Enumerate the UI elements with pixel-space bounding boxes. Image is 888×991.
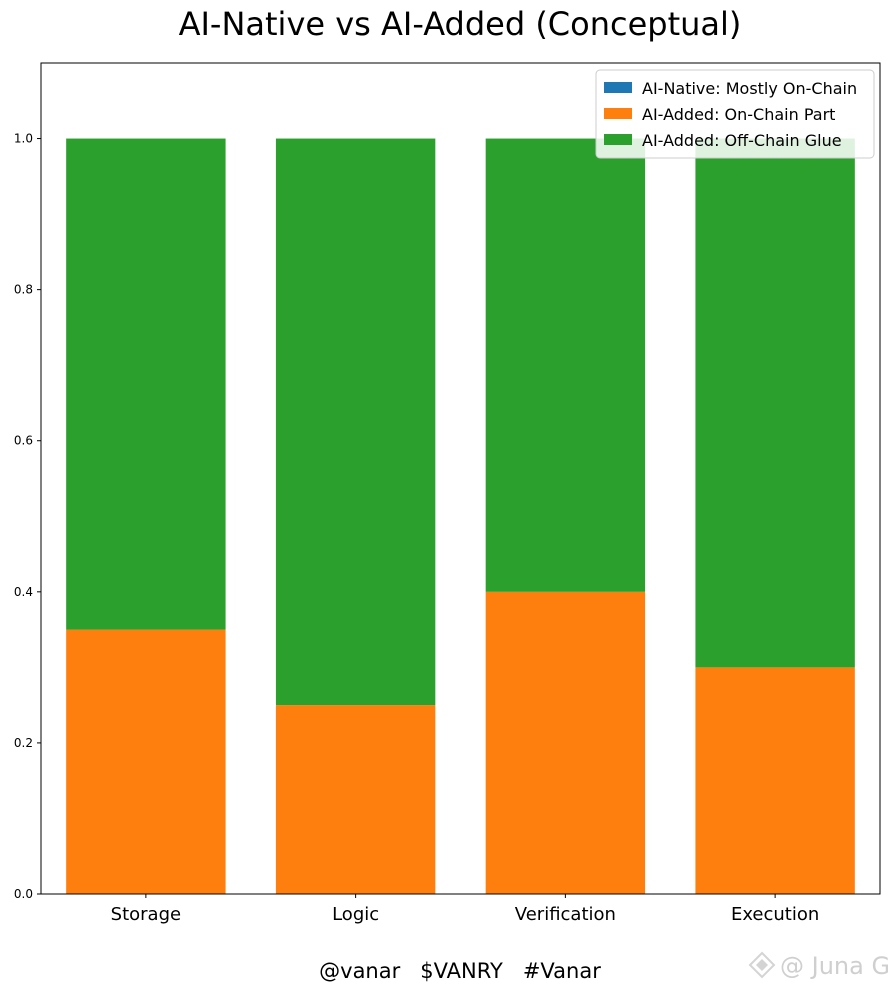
legend-label: AI-Added: On-Chain Part — [642, 105, 835, 124]
legend: AI-Native: Mostly On-Chain AI-Added: On-C… — [595, 69, 875, 159]
legend-swatch — [604, 134, 632, 145]
watermark: @ Juna G — [748, 951, 888, 980]
footer-tags: @vanar $VANRY #Vanar — [319, 959, 601, 983]
y-tick-label: 0.2 — [14, 736, 33, 750]
x-axis: Storage Logic Verification Execution — [111, 894, 819, 925]
legend-box — [595, 69, 875, 159]
bars-group — [66, 138, 855, 894]
bar-logic-series-1 — [275, 705, 436, 894]
y-tick-label: 0.4 — [14, 585, 33, 599]
y-tick-label: 1.0 — [14, 132, 33, 146]
legend-label: AI-Added: Off-Chain Glue — [642, 131, 842, 150]
legend-label: AI-Native: Mostly On-Chain — [642, 79, 857, 98]
bar-execution-series-2 — [695, 138, 855, 668]
x-tick-label: Execution — [731, 904, 819, 925]
y-tick-label: 0.0 — [14, 887, 33, 901]
axes-frame — [40, 62, 881, 895]
watermark-text: @ Juna G — [780, 952, 888, 980]
bar-storage-series-1 — [66, 629, 226, 894]
x-tick-label: Verification — [515, 904, 616, 925]
watermark-logo-icon — [748, 951, 776, 979]
y-tick-label: 0.8 — [14, 283, 33, 297]
y-axis: 0.0 0.2 0.4 0.6 0.8 1.0 — [14, 132, 41, 901]
x-tick-label: Logic — [332, 904, 379, 925]
bar-logic-series-2 — [275, 138, 436, 706]
legend-swatch — [604, 108, 632, 119]
bar-storage-series-2 — [66, 138, 226, 630]
bar-execution-series-1 — [695, 667, 855, 894]
chart-title: AI-Native vs AI-Added (Conceptual) — [179, 5, 742, 43]
y-tick-label: 0.6 — [14, 434, 33, 448]
x-tick-label: Storage — [111, 904, 181, 925]
bar-verification-series-2 — [485, 138, 646, 592]
bar-verification-series-1 — [485, 591, 646, 894]
legend-swatch — [604, 82, 632, 93]
